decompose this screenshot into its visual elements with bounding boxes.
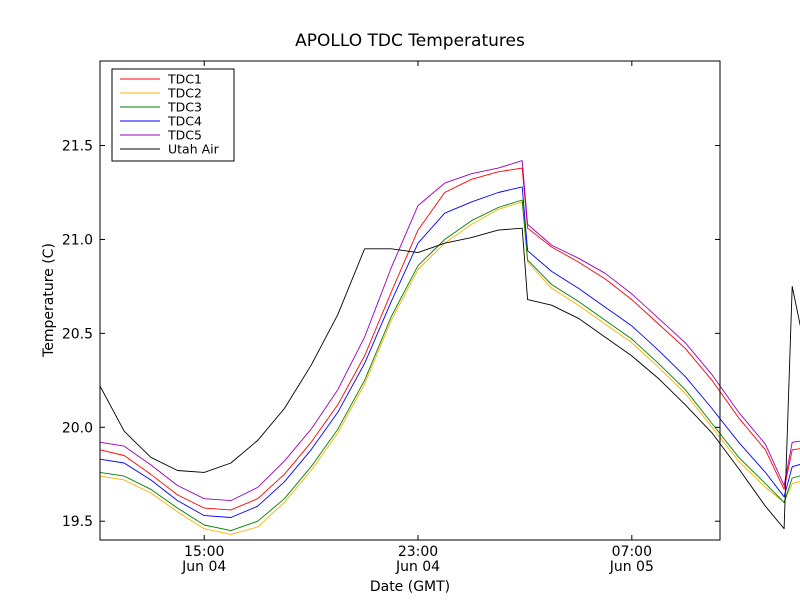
legend-label: TDC4 bbox=[167, 114, 202, 129]
x-tick-label-time: 15:00 bbox=[184, 544, 224, 560]
legend-label: TDC1 bbox=[167, 72, 202, 87]
x-tick-label-time: 07:00 bbox=[612, 544, 652, 560]
series-line-tdc2 bbox=[99, 201, 800, 535]
y-axis: 19.5 20.0 20.5 21.0 21.5 bbox=[62, 139, 720, 530]
x-tick-label-date: Jun 04 bbox=[181, 559, 226, 575]
y-tick-label: 21.0 bbox=[62, 232, 93, 248]
y-tick-label: 19.5 bbox=[62, 514, 93, 530]
y-axis-title: Temperature (C) bbox=[41, 243, 57, 358]
series-line-tdc4 bbox=[99, 186, 800, 518]
legend-label: TDC3 bbox=[167, 100, 202, 115]
y-tick-label: 20.0 bbox=[62, 420, 93, 436]
series-line-utah-air bbox=[99, 227, 800, 530]
legend-label: TDC2 bbox=[167, 86, 202, 101]
series-layer bbox=[99, 160, 800, 535]
x-tick-label-date: Jun 05 bbox=[609, 559, 654, 575]
series-line-tdc5 bbox=[99, 160, 800, 502]
series-line-tdc1 bbox=[99, 167, 800, 511]
x-axis-title: Date (GMT) bbox=[370, 579, 450, 595]
legend-label: Utah Air bbox=[168, 142, 220, 157]
plot-frame bbox=[99, 60, 721, 541]
series-line-tdc3 bbox=[99, 199, 800, 532]
x-tick-label-date: Jun 04 bbox=[395, 559, 440, 575]
y-tick-label: 20.5 bbox=[62, 326, 93, 342]
x-tick-label-time: 23:00 bbox=[398, 544, 438, 560]
chart-title: APOLLO TDC Temperatures bbox=[295, 31, 525, 51]
y-tick-label: 21.5 bbox=[62, 139, 93, 155]
legend-label: TDC5 bbox=[167, 128, 202, 143]
legend-box bbox=[111, 68, 235, 162]
